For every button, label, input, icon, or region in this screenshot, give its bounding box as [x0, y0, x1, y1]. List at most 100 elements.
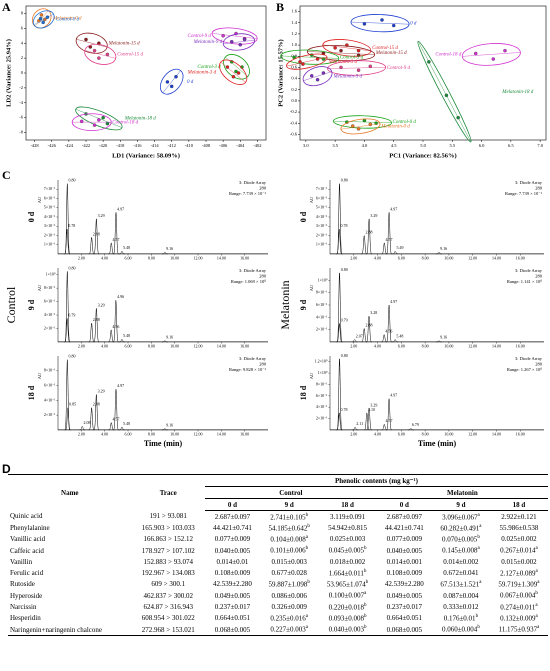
x-tick-label: 8.00 — [422, 431, 429, 436]
y-tick-label: 2×10⁻¹ — [44, 232, 56, 237]
y-tick-label: 6×10⁻¹ — [316, 195, 328, 200]
x-tick-label: 6.00 — [398, 343, 405, 348]
x-tick-label: 14.00 — [217, 343, 226, 348]
y-tick-label: 6 — [21, 25, 24, 30]
data-point — [38, 16, 43, 21]
y-tick-label: 5×10⁻¹ — [44, 205, 56, 210]
peak — [64, 183, 71, 255]
x-tick-label: 14.00 — [217, 431, 226, 436]
y-tick-label: 8×10⁻¹ — [316, 290, 328, 295]
value-cell: 0.145±0.008a — [442, 546, 480, 555]
x-tick-label: -426 — [48, 143, 57, 148]
peak — [386, 398, 392, 431]
day-label: 9 d — [299, 299, 308, 310]
x-tick-label: -410 — [185, 143, 194, 148]
x-tick-label: 16.00 — [240, 343, 249, 348]
value-cell: 0.045±0.005b — [328, 546, 367, 555]
y-tick-label: 1.2 — [291, 31, 297, 36]
value-cell: 0.070±0.005b — [441, 535, 480, 544]
peak — [113, 300, 119, 343]
value-cell: 0.086±0.006 — [271, 591, 307, 600]
group-label: Melatonin-15 d — [375, 51, 407, 56]
data-point — [473, 51, 478, 56]
value-cell: 0.274±0.011a — [500, 602, 538, 612]
peak-label: 2.88 — [93, 231, 100, 236]
range-label: Range: 9.828 × 10⁻¹ — [229, 367, 267, 372]
peak-label: 0.78 — [68, 223, 75, 228]
peak — [366, 316, 372, 343]
header-cell: Phenolic contents (mg kg⁻¹) — [204, 474, 548, 487]
x-tick-label: 14.00 — [492, 255, 501, 260]
data-point — [221, 34, 225, 38]
peak — [162, 428, 168, 431]
x-tick-label: 8.00 — [422, 255, 429, 260]
peak-label: 2.88 — [365, 229, 372, 234]
ellipse-axis — [307, 51, 375, 55]
range-label: Range: 7.739 × 10⁻¹ — [229, 191, 267, 196]
detector-label: 3: Diode Array — [239, 356, 267, 361]
peak-label: 0.78 — [340, 223, 347, 228]
header-cell: 9 d — [431, 498, 490, 511]
y-axis-title: LD2 (Variance: 25.94%) — [5, 39, 12, 107]
x-tick-label: 6.00 — [398, 431, 405, 436]
table-row: Naringenin+naringenin chalcone 272.968 > … — [8, 623, 548, 637]
compound-name: Caffeic acid — [10, 546, 44, 555]
peak-label: 4.97 — [390, 393, 397, 398]
value-cell: 54.942±0.815 — [328, 523, 367, 532]
detector-label: 3: Diode Array — [515, 180, 543, 185]
x-tick-label: 8.00 — [148, 255, 155, 260]
compound-name: Vanillic acid — [10, 535, 46, 544]
data-point — [356, 48, 361, 53]
table-body: Quinic acid 191 > 93.081 2.687±0.097 2.741±… — [8, 511, 548, 637]
y-tick-label: 1×10⁻¹ — [44, 242, 56, 247]
y-tick-label: 1.4 — [291, 20, 297, 25]
peak-label: 4.56 — [385, 329, 392, 334]
x-tick-label: 6.00 — [125, 255, 132, 260]
x-tick-label: 14.00 — [217, 255, 226, 260]
peak-label: 0.80 — [69, 354, 76, 359]
peak-label: 5.48 — [396, 333, 403, 338]
y-tick-label: -2 — [19, 85, 23, 90]
x-tick-label: 10.00 — [444, 255, 453, 260]
x-tick-label: 4.00 — [101, 431, 108, 436]
peak — [64, 359, 71, 431]
peak-label: 4.97 — [390, 299, 397, 304]
y-tick-label: 4×10⁻¹ — [316, 214, 328, 219]
ellipse-axis — [84, 50, 116, 59]
peak-label: 4.97 — [117, 206, 124, 211]
data-point — [339, 48, 343, 53]
x-tick-label: 6.00 — [398, 255, 405, 260]
trace-cell: 191 > 93.081 — [149, 512, 187, 521]
value-cell: 0.077±0.009 — [386, 535, 422, 544]
compound-name: Rutoside — [10, 580, 35, 589]
value-cell: 0.677±0.028 — [271, 568, 307, 577]
y-tick-label: 8×10⁻¹ — [44, 285, 56, 290]
header-cell: Name — [8, 474, 132, 511]
value-cell: 0.025±0.003 — [329, 535, 366, 544]
peak — [113, 212, 119, 255]
value-cell: 1.664±0.011b — [328, 568, 367, 578]
y-tick-label: 4×10⁻¹ — [316, 314, 328, 319]
y-tick-label: 6×10⁻¹ — [44, 383, 56, 388]
peak-label: 9.16 — [440, 246, 447, 251]
peak-label: 4.57 — [386, 237, 393, 242]
data-point — [165, 80, 170, 84]
x-tick-label: -412 — [168, 143, 176, 148]
trace-cell: 178.927 > 107.102 — [141, 546, 195, 555]
data-point — [321, 71, 326, 75]
value-cell: 42.539±2.280 — [384, 580, 424, 589]
detector-label: 3: Diode Array — [515, 268, 543, 273]
data-point — [503, 48, 507, 53]
peak-label: 3.28 — [370, 310, 377, 315]
data-point — [92, 123, 97, 127]
x-tick-label: 16.00 — [240, 255, 249, 260]
peak-label: 3.29 — [370, 213, 377, 218]
group-label: Control-9 d — [188, 34, 212, 39]
detector-label: 3: Diode Array — [515, 356, 543, 361]
detector-label: 3: Diode Array — [239, 268, 267, 273]
y-unit: AU — [37, 284, 42, 291]
day-label: 0 d — [299, 211, 308, 222]
peak — [113, 389, 119, 431]
ellipse-axis — [33, 13, 54, 25]
